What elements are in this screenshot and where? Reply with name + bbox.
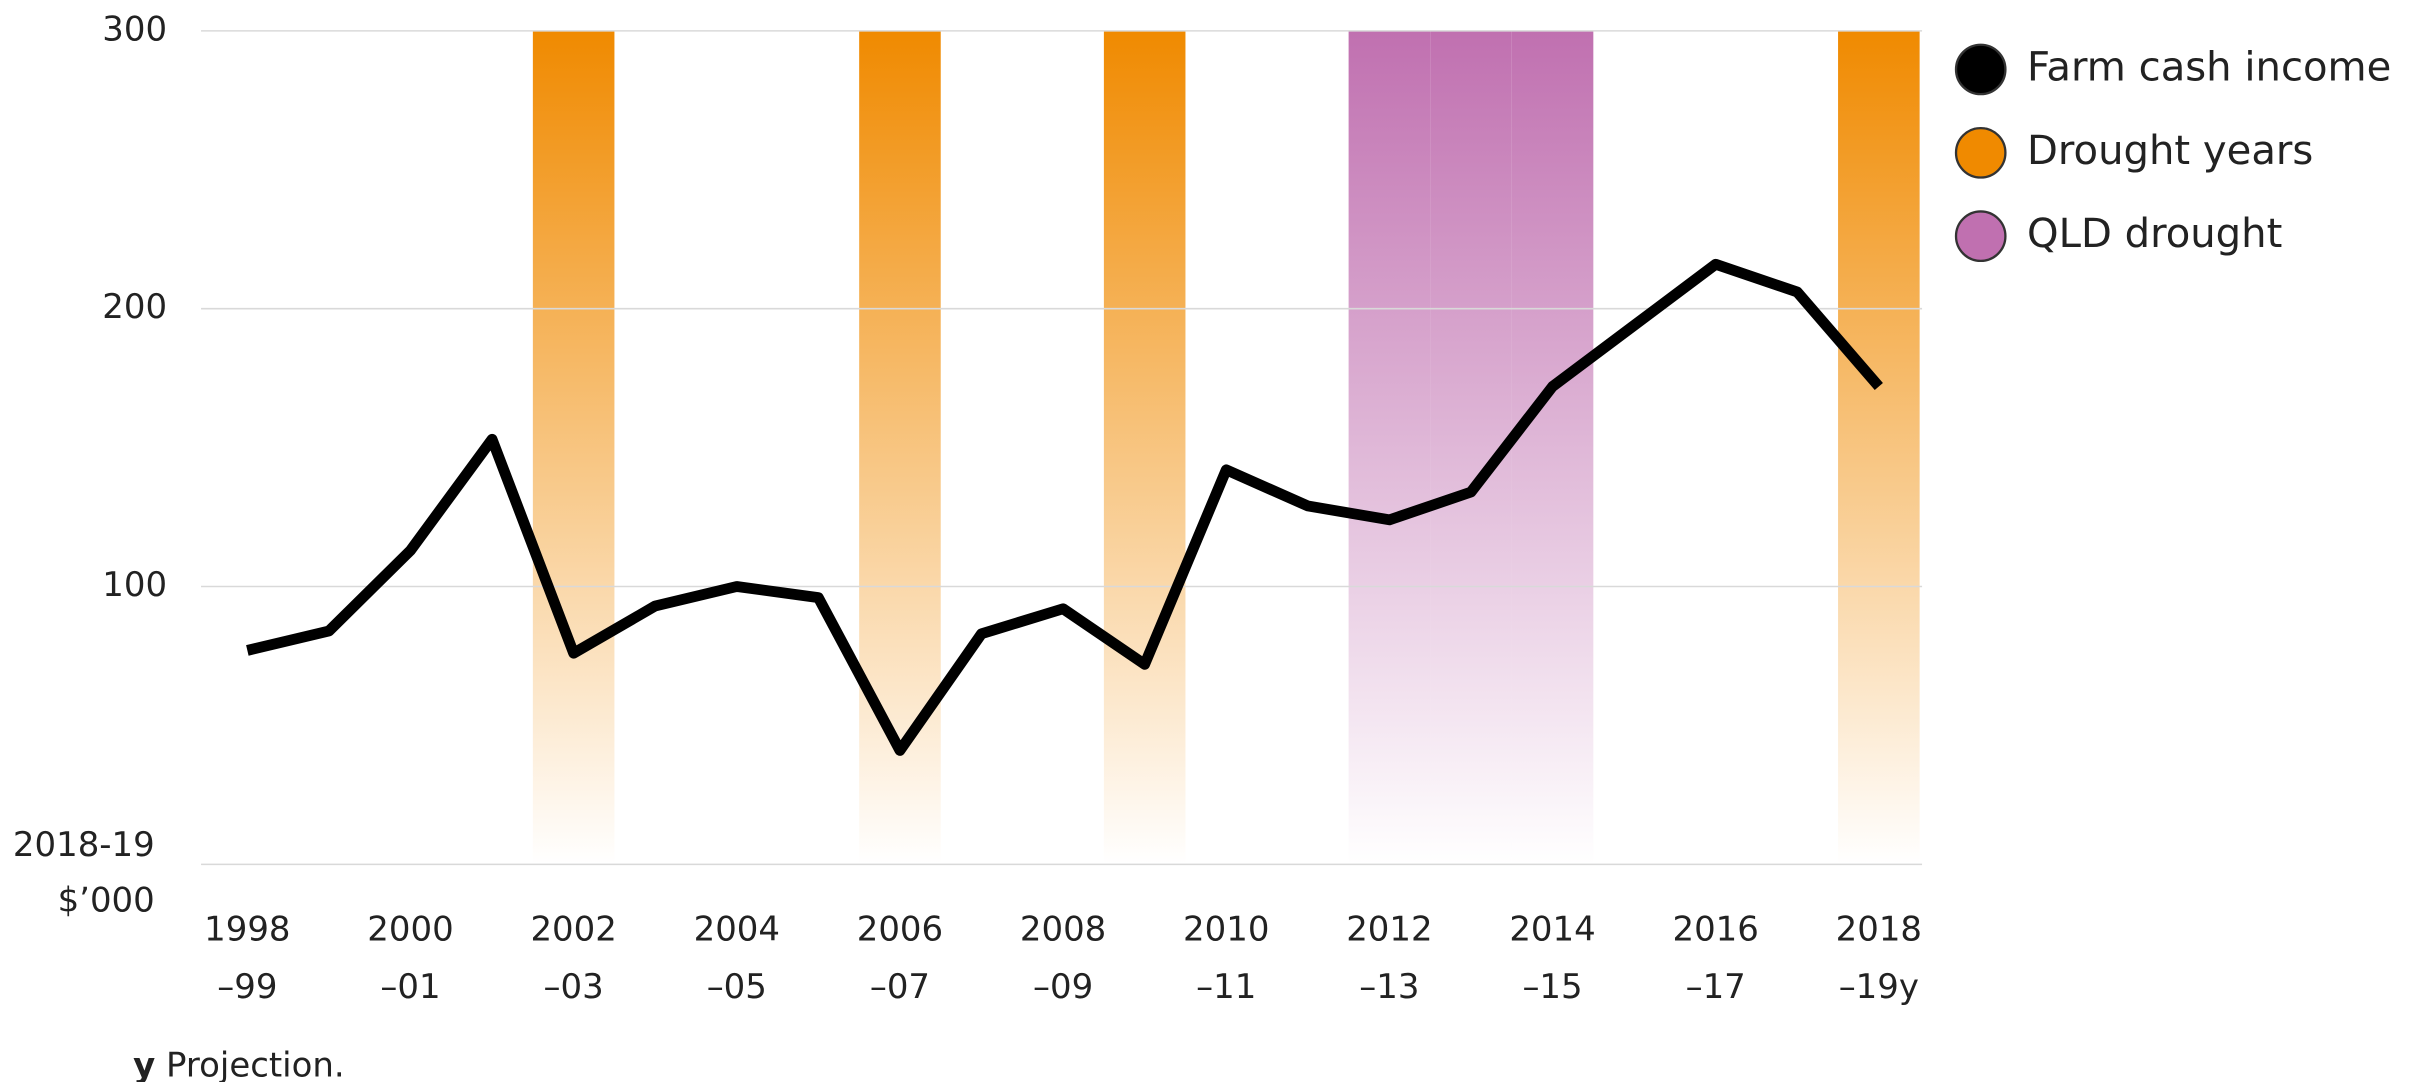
band [859, 30, 941, 865]
band [1348, 30, 1431, 865]
x-tick-label: 2002 –03 [530, 909, 616, 1006]
y-axis-label: 2018-19 $’000 [13, 824, 155, 920]
x-tick-label: 2006 –07 [857, 909, 943, 1006]
x-tick-label: 2018 –19y [1836, 909, 1922, 1006]
x-tick-label: 1998 –99 [204, 909, 290, 1006]
y-tick-label: 100 [102, 565, 167, 605]
x-tick-label: 2010 –11 [1183, 909, 1269, 1006]
band [532, 30, 615, 865]
x-tick-label: 2000 –01 [367, 909, 453, 1006]
legend-swatch [1954, 43, 2007, 96]
legend-swatch [1954, 210, 2007, 263]
y-tick-label: 200 [102, 287, 167, 327]
x-tick-label: 2014 –15 [1509, 909, 1595, 1006]
y-tick-label: 300 [102, 9, 167, 49]
band [1103, 30, 1186, 865]
footnote: y Projection. [133, 1045, 345, 1082]
x-tick-label: 2016 –17 [1673, 909, 1759, 1006]
band [1430, 30, 1512, 865]
x-tick-label: 2012 –13 [1346, 909, 1432, 1006]
band [1511, 30, 1594, 865]
legend-label: QLD drought [2027, 211, 2282, 257]
band [1838, 30, 1920, 865]
line [246, 258, 1883, 756]
x-tick-label: 2008 –09 [1020, 909, 1106, 1006]
legend-label: Farm cash income [2027, 44, 2391, 90]
legend-swatch [1954, 126, 2007, 179]
legend-label: Drought years [2027, 128, 2313, 174]
footnote-marker: y [133, 1045, 155, 1082]
footnote-text: Projection. [166, 1045, 345, 1082]
x-tick-label: 2004 –05 [694, 909, 780, 1006]
